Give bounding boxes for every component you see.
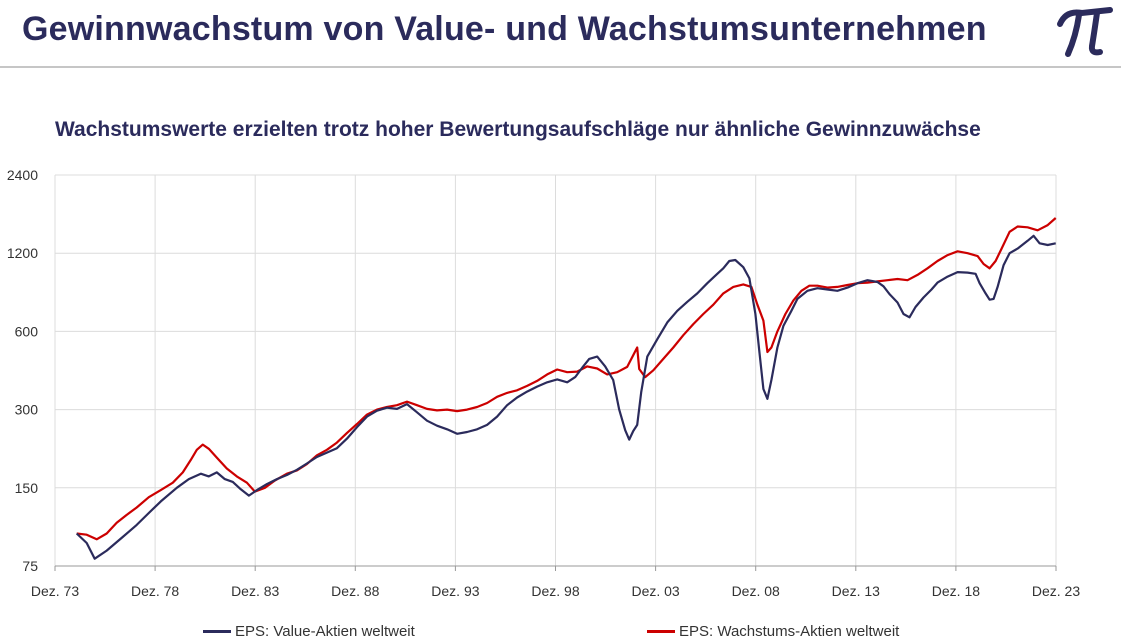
x-tick-label: Dez. 78 [131, 583, 179, 599]
y-tick-label: 150 [15, 480, 39, 496]
x-tick-label: Dez. 88 [331, 583, 379, 599]
x-tick-label: Dez. 83 [231, 583, 279, 599]
legend-swatch-growth [647, 629, 675, 633]
y-tick-label: 600 [15, 323, 39, 339]
x-tick-label: Dez. 23 [1032, 583, 1080, 599]
pi-logo-icon [1057, 7, 1113, 57]
x-tick-label: Dez. 18 [932, 583, 980, 599]
legend-item-growth: EPS: Wachstums-Aktien weltweit [647, 620, 899, 642]
x-tick-label: Dez. 13 [832, 583, 880, 599]
x-tick-label: Dez. 03 [631, 583, 679, 599]
x-tick-label: Dez. 73 [31, 583, 79, 599]
y-axis-ticks: 75 150 300 600 1200 2400 [7, 167, 38, 574]
header-bar: Gewinnwachstum von Value- und Wachstumsu… [0, 0, 1121, 68]
y-tick-label: 1200 [7, 245, 38, 261]
series-lines [75, 217, 1057, 560]
x-tick-label: Dez. 08 [732, 583, 780, 599]
line-chart: 75 150 300 600 1200 2400 Dez. 73 Dez. 78 Dez. 8… [7, 167, 1080, 599]
page-title: Gewinnwachstum von Value- und Wachstumsu… [22, 10, 987, 48]
y-tick-label: 300 [15, 402, 39, 418]
grid-lines [54, 174, 1057, 571]
legend-swatch-value [203, 629, 231, 633]
chart-title: Wachstumswerte erzielten trotz hoher Bew… [55, 118, 981, 141]
series-line-value [75, 234, 1056, 560]
y-tick-label: 2400 [7, 167, 38, 183]
legend-label-value: EPS: Value-Aktien weltweit [235, 622, 415, 640]
series-line-growth [76, 217, 1057, 541]
legend-label-growth: EPS: Wachstums-Aktien weltweit [679, 622, 900, 640]
x-tick-label: Dez. 93 [431, 583, 479, 599]
x-tick-label: Dez. 98 [531, 583, 579, 599]
y-tick-label: 75 [22, 558, 38, 574]
legend-item-value: EPS: Value-Aktien weltweit [203, 620, 415, 642]
x-axis-ticks: Dez. 73 Dez. 78 Dez. 83 Dez. 88 Dez. 93 Dez. … [31, 583, 1080, 599]
